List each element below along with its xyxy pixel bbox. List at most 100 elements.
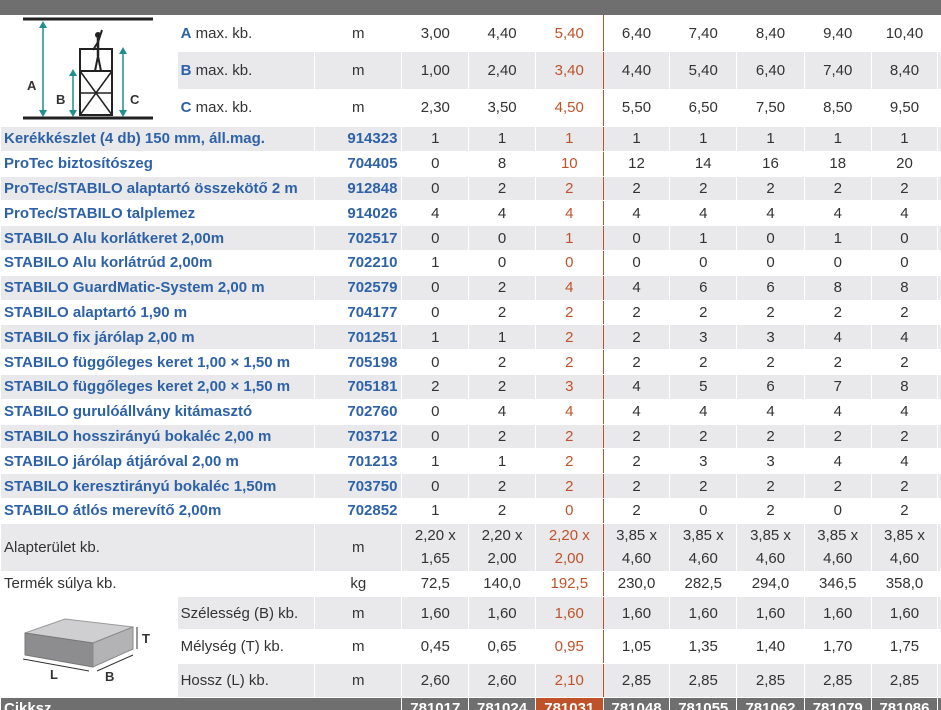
value-cell: 3 — [736, 448, 805, 475]
value-cell: 2 — [870, 497, 939, 524]
value-cell: 4 — [602, 398, 671, 425]
package-diagram: T L B — [0, 595, 178, 698]
value-cell: 5 — [669, 373, 738, 400]
svg-text:A: A — [27, 78, 37, 93]
component-code: 704405 — [314, 150, 403, 177]
scaffold-icon: A B C — [22, 17, 153, 120]
component-row: STABILO járólap átjáróval 2,00 m 701213 1 1… — [0, 448, 941, 475]
value-cell: 1,05 — [602, 629, 671, 665]
article-number-link[interactable]: 781055 — [669, 696, 738, 710]
article-number-link[interactable]: 781048 — [602, 696, 671, 710]
value-cell: 10,40 — [870, 14, 939, 53]
value-cell: 1,75 — [870, 629, 939, 665]
value-cell: 0 — [534, 249, 604, 276]
value-cell: 3,40 — [534, 51, 604, 90]
component-row: STABILO Alu korlátrúd 2,00m 702210 1 0 0 0 0 0 0… — [0, 249, 941, 276]
value-cell: 1 — [803, 225, 872, 251]
value-cell: 10 — [937, 88, 941, 128]
value-cell: 4 — [870, 200, 939, 227]
value-cell: 9,50 — [870, 88, 939, 128]
area-value: 3,85 x 4,60 — [870, 522, 939, 572]
value-cell: 1 — [534, 225, 604, 251]
component-code: 704177 — [314, 299, 403, 326]
article-number-link[interactable]: 781079 — [803, 696, 872, 710]
value-cell: 0 — [401, 349, 470, 375]
component-name: STABILO GuardMatic-System 2,00 m — [0, 274, 316, 301]
value-cell: 2 — [870, 175, 939, 202]
value-cell: 4 — [534, 200, 604, 227]
value-cell: 1,60 — [803, 595, 872, 631]
article-number-link[interactable]: 781 — [937, 696, 941, 710]
value-cell: 0 — [870, 225, 939, 251]
value-cell: 1,70 — [803, 629, 872, 665]
value-cell: 2,85 — [602, 663, 671, 698]
value-cell: 1 — [401, 324, 470, 351]
component-name: STABILO Alu korlátrúd 2,00m — [0, 249, 316, 276]
value-cell: 4 — [669, 398, 738, 425]
component-row: ProTec biztosítószeg 704405 0 8 10 12 14 16 18 20… — [0, 150, 941, 177]
value-cell: 1 — [736, 126, 805, 152]
component-code: 914323 — [314, 126, 403, 152]
value-cell: 1,60 — [669, 595, 738, 631]
value-cell: 2 — [669, 423, 738, 450]
value-cell: 3 — [669, 448, 738, 475]
value-cell: 0 — [534, 497, 604, 524]
value-cell: 6 — [669, 274, 738, 301]
value-cell: 2 — [602, 175, 671, 202]
component-code: 914026 — [314, 200, 403, 227]
value-cell: 2 — [468, 299, 536, 326]
article-number-link[interactable]: 781031 — [534, 696, 604, 710]
article-number-link[interactable]: 781062 — [736, 696, 805, 710]
value-cell: 0 — [736, 225, 805, 251]
value-cell: 4 — [602, 274, 671, 301]
value-cell: 1 — [468, 126, 536, 152]
value-cell: 3 — [534, 373, 604, 400]
package-label: Hossz (L) kb. — [176, 663, 316, 698]
value-cell: 2 — [736, 423, 805, 450]
weight-label: Termék súlya kb. — [0, 570, 316, 597]
value-cell: 8,50 — [803, 88, 872, 128]
value-cell: 9,40 — [803, 14, 872, 53]
value-cell: 4 — [669, 200, 738, 227]
value-cell: 2 — [602, 448, 671, 475]
component-code: 705181 — [314, 373, 403, 400]
component-name: STABILO függőleges keret 2,00 × 1,50 m — [0, 373, 316, 400]
dimension-label: A max. kb. — [176, 14, 316, 53]
value-cell: 10 — [534, 150, 604, 177]
value-cell: 0 — [602, 225, 671, 251]
value-cell: 4 — [870, 324, 939, 351]
package-row: T L B Szélesség (B) kb. m 1,60 1,60 1,60 1,60 1,6… — [0, 595, 941, 698]
component-code: 705198 — [314, 349, 403, 375]
article-number-row: Cikksz. 781017 781024 781031 781048 781055 781… — [0, 696, 941, 710]
value-cell: 1 — [401, 126, 470, 152]
value-cell: 2 — [870, 299, 939, 326]
value-cell: 2,85 — [803, 663, 872, 698]
value-cell: 1,60 — [602, 595, 671, 631]
article-number-link[interactable]: 781017 — [401, 696, 470, 710]
value-cell: 2 — [870, 473, 939, 499]
value-cell: 2 — [870, 423, 939, 450]
component-row: STABILO fix járólap 2,00 m 701251 1 1 2 2 3 3 4 4 — [0, 324, 941, 351]
component-code: 702210 — [314, 249, 403, 276]
article-number-link[interactable]: 781024 — [468, 696, 536, 710]
value-cell: 346,5 — [803, 570, 872, 597]
value-cell: 16 — [736, 150, 805, 177]
article-number-link[interactable]: 781086 — [870, 696, 939, 710]
value-cell: 0 — [736, 249, 805, 276]
package-row: Hossz (L) kb. m 2,60 2,60 2,10 2,85 2,85 2,85 2,… — [1, 663, 941, 698]
component-name: STABILO átlós merevítő 2,00m — [0, 497, 316, 524]
value-cell: 8 — [468, 150, 536, 177]
component-name: ProTec/STABILO alaptartó összekötő 2 m — [0, 175, 316, 202]
value-cell: 0 — [803, 497, 872, 524]
area-value: 2,20 x 1,65 — [401, 522, 470, 572]
value-cell: 294,0 — [736, 570, 805, 597]
value-cell: 2 — [803, 175, 872, 202]
value-cell: 4,50 — [534, 88, 604, 128]
value-cell: 2 — [736, 497, 805, 524]
component-row: ProTec/STABILO talplemez 914026 4 4 4 4 4 4 4 4 — [0, 200, 941, 227]
unit-cell: m — [314, 629, 403, 665]
value-cell: 41 — [937, 570, 941, 597]
value-cell: 2 — [534, 299, 604, 326]
value-cell: 1,40 — [736, 629, 805, 665]
